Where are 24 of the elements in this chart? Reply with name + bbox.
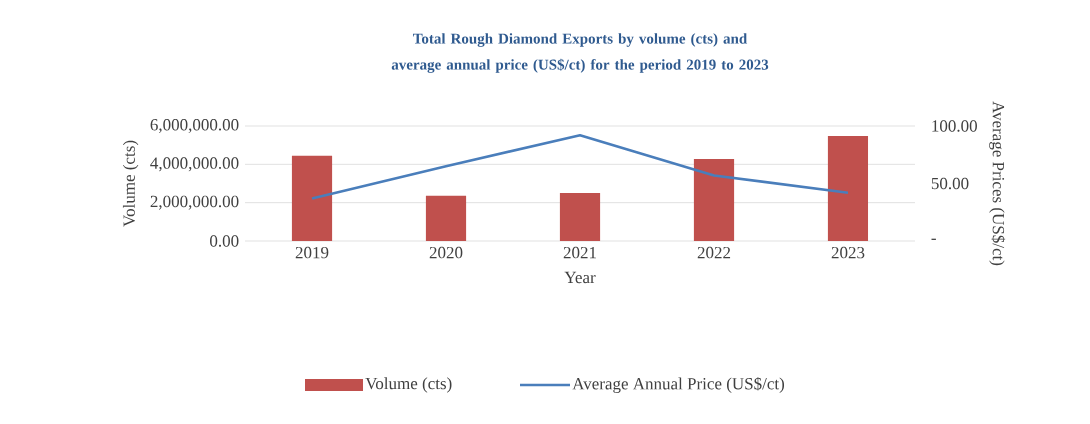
line-series [310,133,850,200]
bar [559,193,601,241]
y2-tick-label: 50.00 [931,177,969,190]
bar [425,195,467,241]
x-tick-label: 2022 [697,246,731,259]
chart-title: Total Rough Diamond Exports by volume (cts) and average annual price (US$/ct) for the period 2019 to 2023 [391,33,769,73]
y-tick-label: 0.00 [210,235,239,247]
y-tick-label: 4,000,000.00 [150,157,239,172]
y2-tick-label: 100.00 [932,120,977,132]
y2-axis-title: Average Prices (US$/ct) [989,101,1006,266]
x-axis-title: Year [564,271,596,284]
x-tick-label: 2019 [295,246,329,259]
y-tick-label: 6,000,000.00 [150,119,239,133]
legend-label: Volume (cts) [365,377,452,393]
x-tick-label: 2023 [831,246,865,259]
x-tick-label: 2020 [429,246,463,259]
y2-tick-label: - [931,238,936,240]
legend-label: Average Annual Price (US$/ct) [572,377,785,393]
y-axis-title: Volume (cts) [122,140,139,227]
y-tick-label: 2,000,000.00 [150,195,239,210]
x-tick-label: 2021 [563,246,596,259]
bar [827,135,869,241]
bar [291,155,333,241]
bar [693,158,735,241]
